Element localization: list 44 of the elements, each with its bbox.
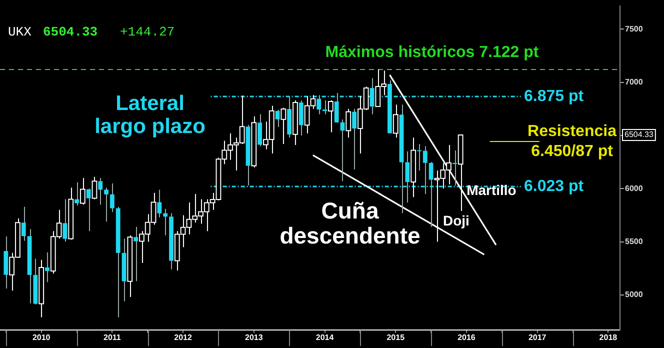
candlestick bbox=[86, 188, 91, 232]
y-tick-label: 6000 bbox=[625, 184, 644, 193]
y-tick-label: 7000 bbox=[625, 78, 644, 87]
annotation: 6504.33 bbox=[624, 130, 654, 140]
x-tick-label: 2011 bbox=[104, 333, 122, 342]
candlestick bbox=[110, 182, 114, 213]
annotation: Doji bbox=[442, 212, 470, 229]
ref-line-label: 6.875 pt bbox=[524, 88, 584, 105]
x-tick-label: 2018 bbox=[599, 333, 618, 342]
ref-line-label: 6.023 pt bbox=[524, 178, 584, 195]
text: UKX bbox=[8, 24, 32, 40]
candlestick bbox=[62, 198, 68, 242]
annotation: Martillo bbox=[466, 182, 516, 198]
candlestick bbox=[334, 92, 339, 124]
candlestick bbox=[45, 252, 50, 283]
ref-line-label: Resistencia 6.450/87 pt bbox=[528, 122, 617, 160]
y-tick-label: 5500 bbox=[625, 236, 644, 246]
x-tick-label: 2015 bbox=[386, 333, 406, 342]
annotation: Lateral largo plazo bbox=[94, 92, 206, 138]
x-tick-label: 2017 bbox=[528, 333, 547, 342]
candlestick bbox=[298, 100, 304, 136]
y-tick-label: 5000 bbox=[625, 290, 644, 300]
candlestick bbox=[275, 109, 280, 128]
x-tick-label: 2016 bbox=[458, 333, 476, 342]
candlestick bbox=[104, 187, 108, 222]
annotation: +144.27 bbox=[120, 24, 175, 40]
x-tick-label: 2010 bbox=[32, 333, 51, 342]
candlestick bbox=[98, 178, 103, 206]
x-tick-label: 2012 bbox=[174, 333, 192, 342]
x-tick-label: 2014 bbox=[316, 333, 334, 342]
annotation: Cuña descendente bbox=[280, 197, 420, 248]
candlestick bbox=[21, 206, 26, 242]
candlestick bbox=[157, 189, 162, 218]
x-tick-label: 2013 bbox=[245, 333, 264, 342]
candlestick bbox=[322, 100, 327, 115]
ref-line-label: Máximos históricos 7.122 pt bbox=[325, 44, 540, 61]
candlestick bbox=[134, 226, 138, 282]
candlestick bbox=[74, 182, 79, 206]
candlestick bbox=[163, 208, 168, 236]
candlestick bbox=[4, 236, 8, 290]
candlestick bbox=[258, 114, 262, 147]
y-tick-label: 7500 bbox=[625, 24, 644, 34]
annotation: 6504.33 bbox=[43, 24, 98, 40]
candlestick bbox=[352, 108, 356, 170]
